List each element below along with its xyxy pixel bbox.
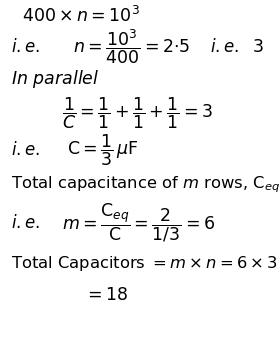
Text: $i.e.$: $i.e.$ xyxy=(210,38,239,56)
Text: $i.e.$: $i.e.$ xyxy=(11,38,40,56)
Text: $\mathrm{C} = \dfrac{1}{3}\,\mu\mathrm{F}$: $\mathrm{C} = \dfrac{1}{3}\,\mu\mathrm{F… xyxy=(67,132,139,168)
Text: $i.e.$: $i.e.$ xyxy=(11,214,40,232)
Text: $n = \dfrac{10^3}{400} = 2{\cdot}5$: $n = \dfrac{10^3}{400} = 2{\cdot}5$ xyxy=(73,28,190,66)
Text: $400 \times n = 10^3$: $400 \times n = 10^3$ xyxy=(22,6,140,26)
Text: $\dfrac{1}{C} = \dfrac{1}{1}+\dfrac{1}{1}+\dfrac{1}{1} = 3$: $\dfrac{1}{C} = \dfrac{1}{1}+\dfrac{1}{1… xyxy=(62,96,213,131)
Text: Total Capacitors $= m \times n = 6 \times 3$: Total Capacitors $= m \times n = 6 \time… xyxy=(11,254,278,273)
Text: $m = \dfrac{\mathrm{C}_{eq}}{\mathrm{C}} = \dfrac{2}{1/3} = 6$: $m = \dfrac{\mathrm{C}_{eq}}{\mathrm{C}}… xyxy=(62,202,215,244)
Text: Total capacitance of $m$ rows, $\mathrm{C}_{eq} = m\mathrm{C}$: Total capacitance of $m$ rows, $\mathrm{… xyxy=(11,174,280,195)
Text: $= 18$: $= 18$ xyxy=(84,286,128,304)
Text: $\mathit{In\ parallel}$: $\mathit{In\ parallel}$ xyxy=(11,67,99,90)
Text: $i.e.$: $i.e.$ xyxy=(11,141,40,159)
Text: $3$: $3$ xyxy=(252,38,264,56)
